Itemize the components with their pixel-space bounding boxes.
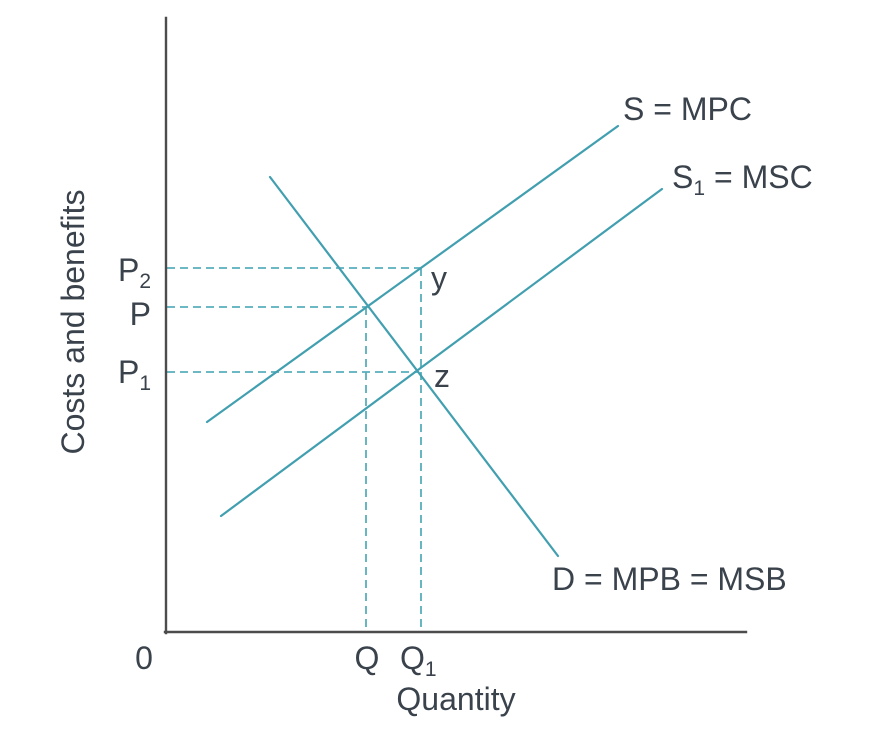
curve-label-s1: S1 = MSC [672, 159, 813, 200]
curve-label-d: D = MPB = MSB [552, 561, 787, 597]
quantity-label-q: Q [355, 640, 380, 676]
axes-group [163, 16, 748, 635]
curve-s1 [219, 187, 664, 518]
price-label-p: P [130, 296, 151, 332]
point-label-y: y [431, 260, 447, 296]
y-axis-title: Costs and benefits [55, 189, 91, 454]
price-label-p1: P1 [118, 354, 151, 395]
curve-d [268, 175, 560, 558]
origin-label: 0 [135, 640, 153, 676]
curves-group [205, 124, 664, 558]
x-axis-title: Quantity [396, 681, 515, 717]
guides-group [167, 267, 422, 631]
point-label-z: z [434, 358, 450, 394]
y-axis-title-group: Costs and benefits [55, 189, 91, 454]
quantity-label-q1: Q1 [400, 640, 437, 681]
curve-label-s: S = MPC [623, 91, 752, 127]
curve-s [205, 124, 620, 424]
price-label-p2: P2 [118, 252, 151, 293]
